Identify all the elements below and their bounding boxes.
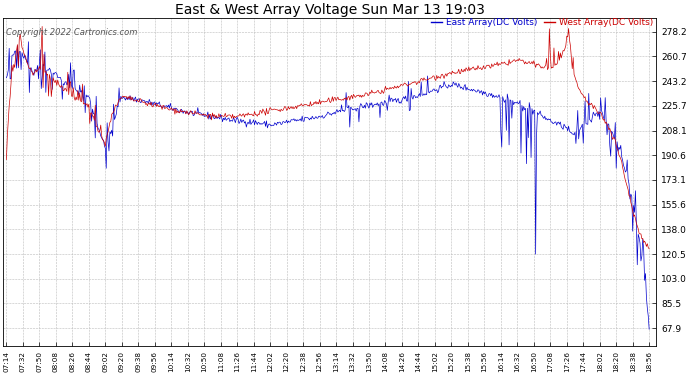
West Array(DC Volts) xyxy=(614,148,622,153)
East Array(DC Volts) xyxy=(24,39,32,44)
Title: East & West Array Voltage Sun Mar 13 19:03: East & West Array Voltage Sun Mar 13 19:… xyxy=(175,3,484,17)
East Array(DC Volts) xyxy=(614,149,622,153)
East Array(DC Volts) xyxy=(149,103,157,107)
East Array(DC Volts) xyxy=(302,116,310,120)
Legend: East Array(DC Volts), West Array(DC Volts): East Array(DC Volts), West Array(DC Volt… xyxy=(428,15,656,31)
West Array(DC Volts) xyxy=(51,80,59,85)
East Array(DC Volts) xyxy=(2,75,10,80)
West Array(DC Volts) xyxy=(38,24,46,29)
Line: West Array(DC Volts): West Array(DC Volts) xyxy=(6,27,649,249)
West Array(DC Volts) xyxy=(452,70,460,75)
Line: East Array(DC Volts): East Array(DC Volts) xyxy=(6,42,649,329)
East Array(DC Volts) xyxy=(645,327,653,332)
West Array(DC Volts) xyxy=(149,105,157,109)
Text: Copyright 2022 Cartronics.com: Copyright 2022 Cartronics.com xyxy=(6,28,137,37)
West Array(DC Volts) xyxy=(645,247,653,251)
West Array(DC Volts) xyxy=(302,102,310,107)
East Array(DC Volts) xyxy=(51,70,59,75)
East Array(DC Volts) xyxy=(237,120,246,124)
West Array(DC Volts) xyxy=(237,114,246,118)
West Array(DC Volts) xyxy=(2,157,10,162)
East Array(DC Volts) xyxy=(452,81,460,85)
